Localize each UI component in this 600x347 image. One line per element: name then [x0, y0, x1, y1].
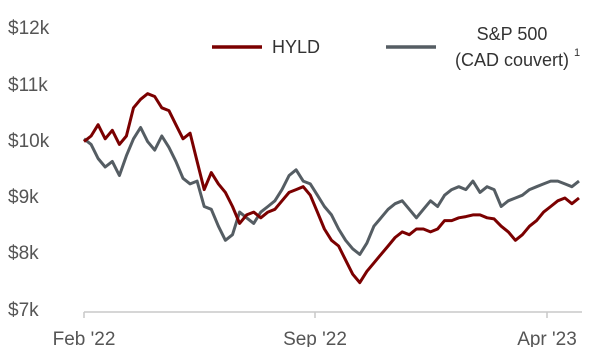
x-tick-label-feb-22: Feb '22: [53, 329, 116, 347]
legend-label-sp500-line2: (CAD couvert): [455, 50, 569, 70]
y-tick-label-10k: $10k: [8, 131, 50, 152]
legend-label-sp500-footnote: 1: [574, 47, 580, 59]
x-axis: Feb '22 Sep '22 Apr '23: [53, 329, 577, 347]
legend-label-hyld: HYLD: [272, 37, 320, 57]
series-line-sp500: [83, 126, 580, 256]
y-tick-label-9k: $9k: [8, 187, 39, 208]
y-tick-label-7k: $7k: [8, 300, 39, 321]
series-line-hyld: [83, 92, 580, 285]
y-tick-label-8k: $8k: [8, 243, 39, 264]
legend: HYLD S&P 500 (CAD couvert) 1: [212, 24, 580, 70]
y-tick-label-12k: $12k: [8, 18, 50, 39]
x-tick-label-apr-23: Apr '23: [517, 329, 577, 347]
legend-label-sp500-line1: S&P 500: [477, 24, 548, 44]
y-tick-label-11k: $11k: [8, 75, 48, 96]
x-tick-label-sep-22: Sep '22: [283, 329, 347, 347]
series-layer: [83, 92, 580, 285]
y-axis: $12k $11k $10k $9k $8k $7k: [8, 18, 50, 321]
